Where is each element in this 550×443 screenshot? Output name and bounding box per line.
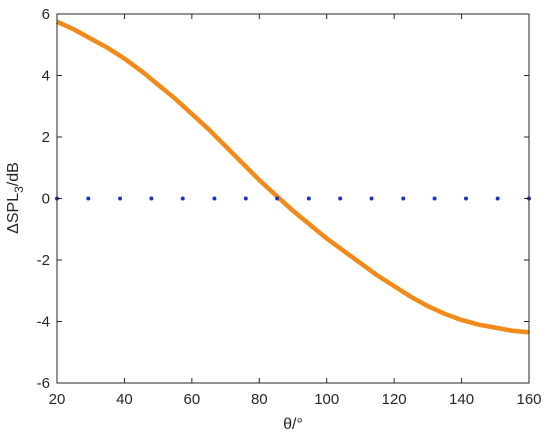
series-point-1 (401, 196, 406, 201)
y-axis-label: ΔSPL3/dB (5, 162, 26, 234)
series-point-1 (463, 196, 468, 201)
x-tick-label: 140 (449, 391, 474, 408)
series-point-1 (118, 196, 123, 201)
x-tick-label: 100 (314, 391, 339, 408)
x-tick-label: 40 (116, 391, 133, 408)
series-point-1 (212, 196, 217, 201)
series-point-1 (306, 196, 311, 201)
plot-area (57, 14, 529, 383)
y-axis-ticks: -6 -4 -2 0 2 4 6 (37, 6, 529, 392)
y-tick-label: -2 (37, 252, 50, 269)
y-axis-label-subscript: 3 (12, 186, 26, 193)
series-line-0 (56, 19, 530, 335)
series-point-1 (275, 196, 280, 201)
x-tick-label: 120 (382, 391, 407, 408)
y-axis-label-suffix: /dB (5, 162, 22, 186)
series-point-1 (369, 196, 374, 201)
series-point-1 (149, 196, 154, 201)
series-point-1 (495, 196, 500, 201)
y-tick-label: -6 (37, 375, 50, 392)
x-tick-label: 160 (516, 391, 541, 408)
series-point-1 (86, 196, 91, 201)
y-tick-label: -4 (37, 314, 50, 331)
x-tick-label: 20 (49, 391, 66, 408)
y-tick-label: 2 (42, 129, 50, 146)
y-tick-label: 0 (42, 191, 50, 208)
series-point-1 (432, 196, 437, 201)
series-point-1 (338, 196, 343, 201)
y-axis-label-prefix: ΔSPL (5, 193, 22, 234)
x-axis-label: θ/° (283, 416, 303, 433)
y-tick-label: 4 (42, 68, 50, 85)
x-tick-label: 60 (184, 391, 201, 408)
series-layer (55, 19, 531, 335)
x-tick-label: 80 (251, 391, 268, 408)
y-tick-label: 6 (42, 6, 50, 23)
series-point-1 (243, 196, 248, 201)
series-point-1 (180, 196, 185, 201)
x-axis-ticks: 20 40 60 80 100 120 140 160 (49, 14, 542, 408)
